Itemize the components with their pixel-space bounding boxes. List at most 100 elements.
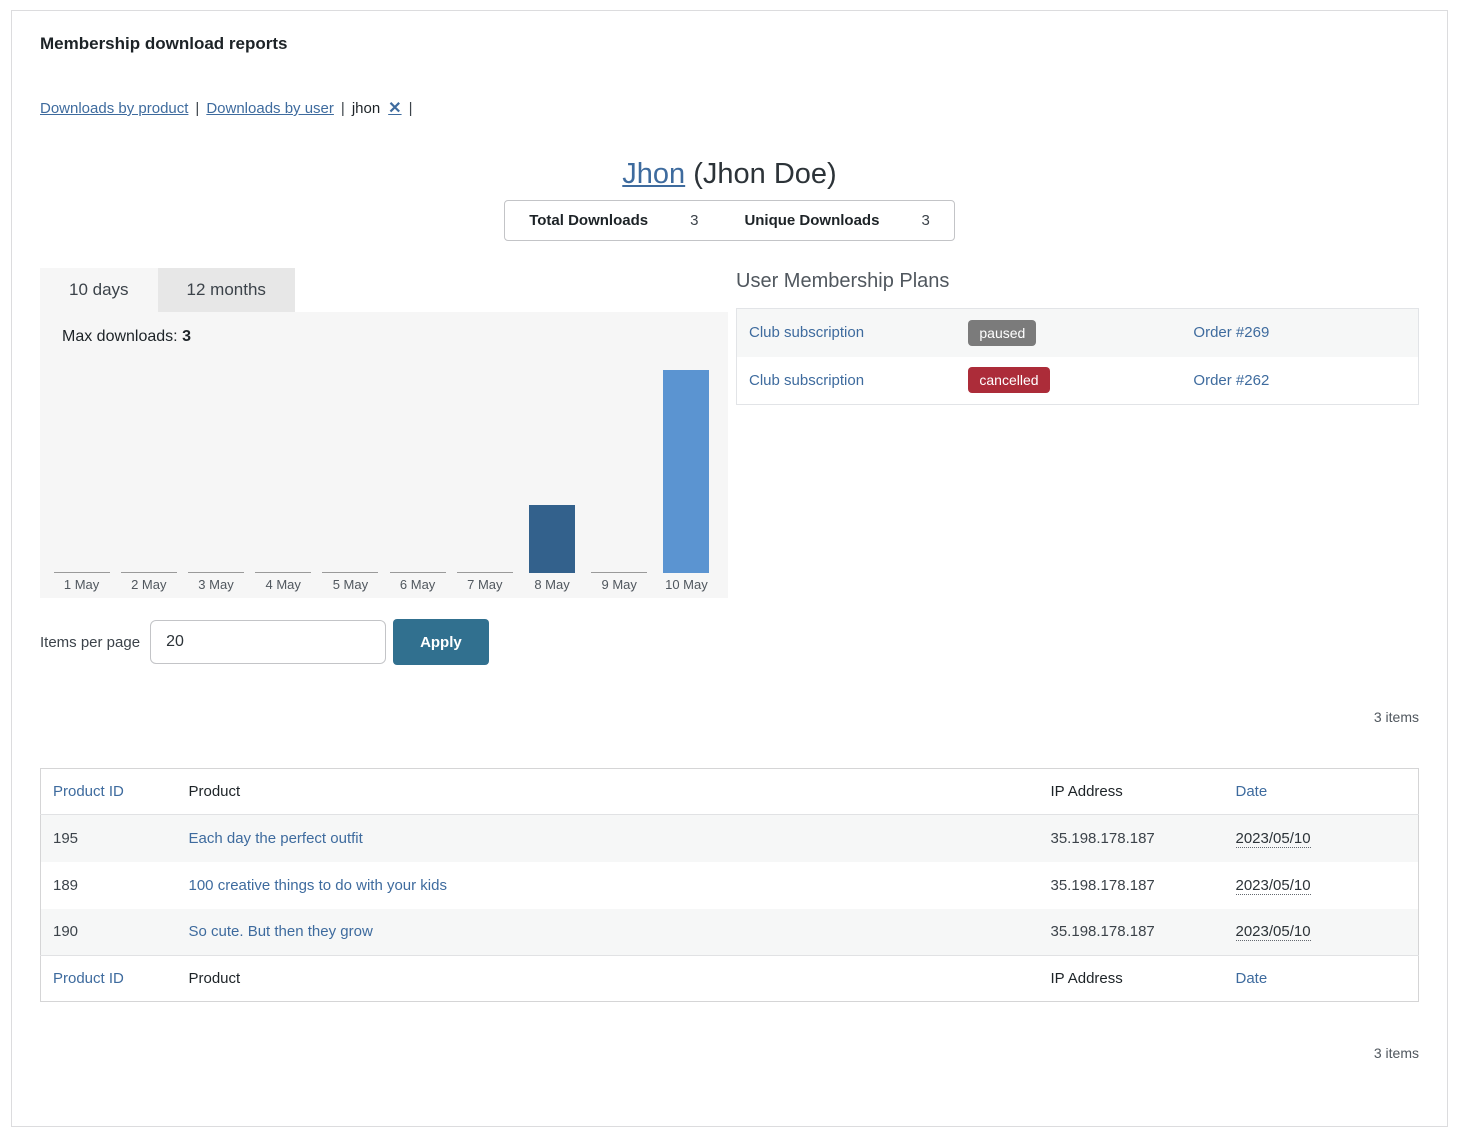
zero-bar-baseline bbox=[120, 572, 177, 573]
bar-slot-2-may: 2 May bbox=[115, 370, 182, 592]
chart-column: 10 days 12 months Max downloads: 3 1 May… bbox=[40, 268, 728, 598]
x-axis-label: 8 May bbox=[534, 577, 570, 592]
date-cell: 2023/05/10 bbox=[1235, 923, 1311, 942]
report-card: Membership download reports Downloads by… bbox=[11, 10, 1448, 1127]
ip-address-cell: 35.198.178.187 bbox=[1050, 923, 1155, 941]
items-per-page-control: Items per page Apply bbox=[40, 619, 1419, 665]
product-id-cell: 190 bbox=[53, 923, 79, 941]
product-link[interactable]: So cute. But then they grow bbox=[188, 923, 373, 941]
active-user-filter: jhon bbox=[351, 100, 381, 117]
tab-10-days[interactable]: 10 days bbox=[40, 268, 158, 312]
download-stats-box: Total Downloads 3 Unique Downloads 3 bbox=[504, 200, 955, 241]
items-count-top: 3 items bbox=[1373, 709, 1419, 725]
order-link[interactable]: Order #269 bbox=[1193, 324, 1270, 342]
downloads-table: Product ID Product IP Address Date 195 E… bbox=[40, 768, 1419, 1002]
nav-separator: | bbox=[340, 100, 345, 117]
zero-bar-baseline bbox=[255, 572, 312, 573]
zero-bar-baseline bbox=[53, 572, 110, 573]
x-axis-label: 5 May bbox=[332, 577, 369, 592]
membership-plans-column: User Membership Plans Club subscription … bbox=[736, 268, 1419, 405]
ip-address-cell: 35.198.178.187 bbox=[1050, 876, 1155, 894]
plan-row: Club subscription paused Order #269 bbox=[736, 308, 1419, 357]
tab-12-months[interactable]: 12 months bbox=[157, 268, 295, 312]
bar-slot-5-may: 5 May bbox=[317, 370, 384, 592]
table-row: 195 Each day the perfect outfit 35.198.1… bbox=[40, 814, 1419, 862]
product-link[interactable]: 100 creative things to do with your kids bbox=[188, 876, 447, 894]
zero-bar-baseline bbox=[188, 572, 244, 573]
downloads-by-product-link[interactable]: Downloads by product bbox=[40, 100, 189, 117]
user-heading: Jhon (Jhon Doe) bbox=[40, 158, 1419, 191]
x-axis-label: 1 May bbox=[63, 577, 100, 592]
x-axis-label: 7 May bbox=[467, 577, 503, 592]
product-column-footer: Product bbox=[188, 970, 241, 987]
bar-slot-6-may: 6 May bbox=[384, 370, 451, 592]
date-cell: 2023/05/10 bbox=[1235, 876, 1311, 895]
user-name-link[interactable]: Jhon bbox=[622, 158, 686, 190]
apply-button[interactable]: Apply bbox=[393, 619, 489, 665]
unique-downloads-value: 3 bbox=[921, 212, 930, 229]
membership-plans-table: Club subscription paused Order #269 Club… bbox=[736, 308, 1419, 405]
remove-filter-icon[interactable]: ✕ bbox=[388, 100, 402, 117]
table-row: 189 100 creative things to do with your … bbox=[41, 862, 1419, 909]
x-axis-label: 3 May bbox=[198, 577, 234, 592]
bar-slot-4-may: 4 May bbox=[250, 370, 317, 592]
x-axis-label: 6 May bbox=[399, 577, 436, 592]
stats-wrap: Total Downloads 3 Unique Downloads 3 bbox=[40, 200, 1419, 241]
x-axis-label: 9 May bbox=[601, 577, 637, 592]
zero-bar-baseline bbox=[456, 572, 513, 573]
content-columns: 10 days 12 months Max downloads: 3 1 May… bbox=[40, 268, 1419, 598]
plan-name-link[interactable]: Club subscription bbox=[749, 324, 865, 342]
status-badge: paused bbox=[968, 319, 1037, 346]
bar-slot-1-may: 1 May bbox=[48, 370, 115, 592]
max-downloads-label: Max downloads: bbox=[62, 328, 178, 345]
unique-downloads-label: Unique Downloads bbox=[744, 212, 880, 229]
membership-plans-title: User Membership Plans bbox=[736, 270, 950, 292]
bar-slot-3-may: 3 May bbox=[182, 370, 249, 592]
user-full-name: (Jhon Doe) bbox=[693, 158, 837, 190]
downloads-by-user-link[interactable]: Downloads by user bbox=[206, 100, 334, 117]
table-header-row: Product ID Product IP Address Date bbox=[40, 769, 1419, 815]
total-downloads-stat: Total Downloads 3 bbox=[529, 212, 698, 229]
chart-range-tabs: 10 days 12 months bbox=[40, 268, 728, 312]
bar-slot-10-may: 10 May bbox=[653, 370, 720, 592]
order-link[interactable]: Order #262 bbox=[1193, 371, 1270, 389]
product-id-cell: 195 bbox=[53, 829, 79, 847]
total-downloads-label: Total Downloads bbox=[529, 212, 649, 229]
nav-separator: | bbox=[408, 100, 413, 117]
zero-bar-baseline bbox=[322, 572, 379, 573]
date-cell: 2023/05/10 bbox=[1235, 829, 1311, 848]
table-row: 190 So cute. But then they grow 35.198.1… bbox=[40, 908, 1419, 956]
sort-product-id-link[interactable]: Product ID bbox=[53, 783, 124, 800]
report-subnav: Downloads by product | Downloads by user | j… bbox=[40, 98, 1419, 118]
bar-slot-8-may: 8 May bbox=[518, 370, 585, 592]
sort-product-id-link[interactable]: Product ID bbox=[53, 970, 124, 987]
zero-bar-baseline bbox=[389, 572, 446, 573]
max-downloads-caption: Max downloads: 3 bbox=[62, 328, 191, 346]
bar-slot-7-may: 7 May bbox=[451, 370, 518, 592]
ip-address-cell: 35.198.178.187 bbox=[1050, 829, 1155, 847]
unique-downloads-stat: Unique Downloads 3 bbox=[744, 212, 929, 229]
total-downloads-value: 3 bbox=[690, 212, 699, 229]
x-axis-label: 4 May bbox=[265, 577, 301, 592]
product-id-cell: 189 bbox=[53, 876, 79, 894]
table-footer-row: Product ID Product IP Address Date bbox=[40, 955, 1419, 1002]
product-link[interactable]: Each day the perfect outfit bbox=[188, 829, 363, 847]
items-count-bottom: 3 items bbox=[1373, 1045, 1419, 1061]
downloads-bar-chart: Max downloads: 3 1 May 2 May 3 May 4 May 5 M… bbox=[40, 312, 728, 598]
chart-bars: 1 May 2 May 3 May 4 May 5 May 6 May 7 May 8 May… bbox=[48, 370, 720, 592]
product-column-header: Product bbox=[188, 783, 241, 800]
items-per-page-input[interactable] bbox=[150, 620, 387, 664]
ip-column-footer: IP Address bbox=[1050, 970, 1123, 987]
x-axis-label: 2 May bbox=[131, 577, 167, 592]
max-downloads-value: 3 bbox=[182, 328, 191, 345]
zero-bar-baseline bbox=[591, 572, 648, 573]
plan-row: Club subscription cancelled Order #262 bbox=[737, 357, 1419, 405]
bar-8-may[interactable] bbox=[529, 505, 576, 573]
nav-separator: | bbox=[195, 100, 200, 117]
sort-date-link[interactable]: Date bbox=[1235, 970, 1268, 987]
bar-10-may[interactable] bbox=[663, 370, 710, 573]
plan-name-link[interactable]: Club subscription bbox=[749, 371, 865, 389]
items-per-page-label: Items per page bbox=[40, 633, 141, 651]
ip-column-header: IP Address bbox=[1050, 783, 1123, 800]
sort-date-link[interactable]: Date bbox=[1235, 783, 1268, 800]
